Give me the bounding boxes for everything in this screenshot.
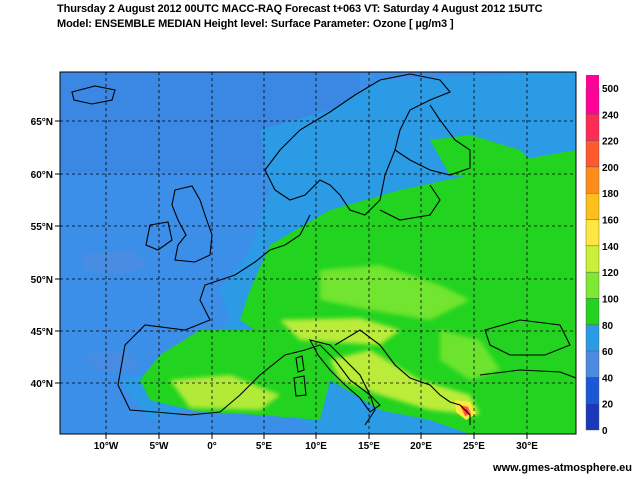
lat-label: 60°N (31, 170, 53, 181)
legend-swatch (585, 350, 600, 378)
lon-label: 5°W (150, 441, 170, 452)
lon-label: 10°E (305, 441, 327, 452)
legend-swatch (585, 377, 600, 404)
legend-swatch (585, 219, 600, 247)
legend-swatch (585, 193, 600, 220)
lon-label: 30°E (516, 441, 538, 452)
coastlines (71, 73, 576, 426)
legend-label: 160 (602, 216, 619, 227)
legend-label: 140 (602, 242, 619, 253)
legend-label: 200 (602, 163, 619, 174)
legend-label: 20 (602, 400, 614, 411)
lat-label: 40°N (31, 379, 53, 390)
ozone-field (60, 72, 576, 434)
map-frame (59, 71, 577, 435)
legend-swatch (585, 298, 600, 325)
graticule (60, 72, 576, 434)
legend-label: 80 (602, 321, 614, 332)
legend-swatch (585, 271, 600, 299)
lon-label: 0° (207, 441, 217, 452)
legend-swatch (585, 87, 600, 115)
axis-ticks (55, 120, 528, 439)
legend-label: 120 (602, 268, 619, 279)
legend-label: 40 (602, 373, 614, 384)
legend-swatch (585, 245, 600, 273)
lat-label: 65°N (31, 117, 53, 128)
legend-label: 220 (602, 137, 619, 148)
legend-swatch (585, 166, 600, 194)
credit-url: www.gmes-atmosphere.eu (493, 462, 632, 474)
legend-label: 180 (602, 189, 619, 200)
legend-label: 100 (602, 294, 619, 305)
lon-label: 15°E (358, 441, 380, 452)
lon-label: 25°E (463, 441, 485, 452)
legend-swatch (585, 114, 600, 141)
legend-label: 500 (602, 84, 619, 95)
lon-label: 20°E (410, 441, 432, 452)
map-title: Thursday 2 August 2012 00UTC MACC-RAQ Fo… (57, 3, 543, 15)
lat-label: 50°N (31, 275, 53, 286)
map-subtitle: Model: ENSEMBLE MEDIAN Height level: Sur… (57, 18, 454, 30)
legend-swatch (585, 324, 600, 352)
lon-label: 10°W (94, 441, 119, 452)
lon-label: 5°E (256, 441, 273, 452)
legend-swatch (585, 140, 600, 168)
legend-swatch-top (586, 75, 599, 88)
longitude-labels: 10°W 5°W 0° 5°E 10°E 15°E 20°E 25°E 30°E (94, 441, 539, 452)
legend-label: 60 (602, 347, 614, 358)
legend-swatch (585, 403, 600, 431)
latitude-labels: 65°N 60°N 55°N 50°N 45°N 40°N (31, 117, 53, 390)
legend-label: 0 (602, 426, 608, 437)
legend-label: 240 (602, 110, 619, 121)
lat-label: 45°N (31, 327, 53, 338)
lat-label: 55°N (31, 222, 53, 233)
